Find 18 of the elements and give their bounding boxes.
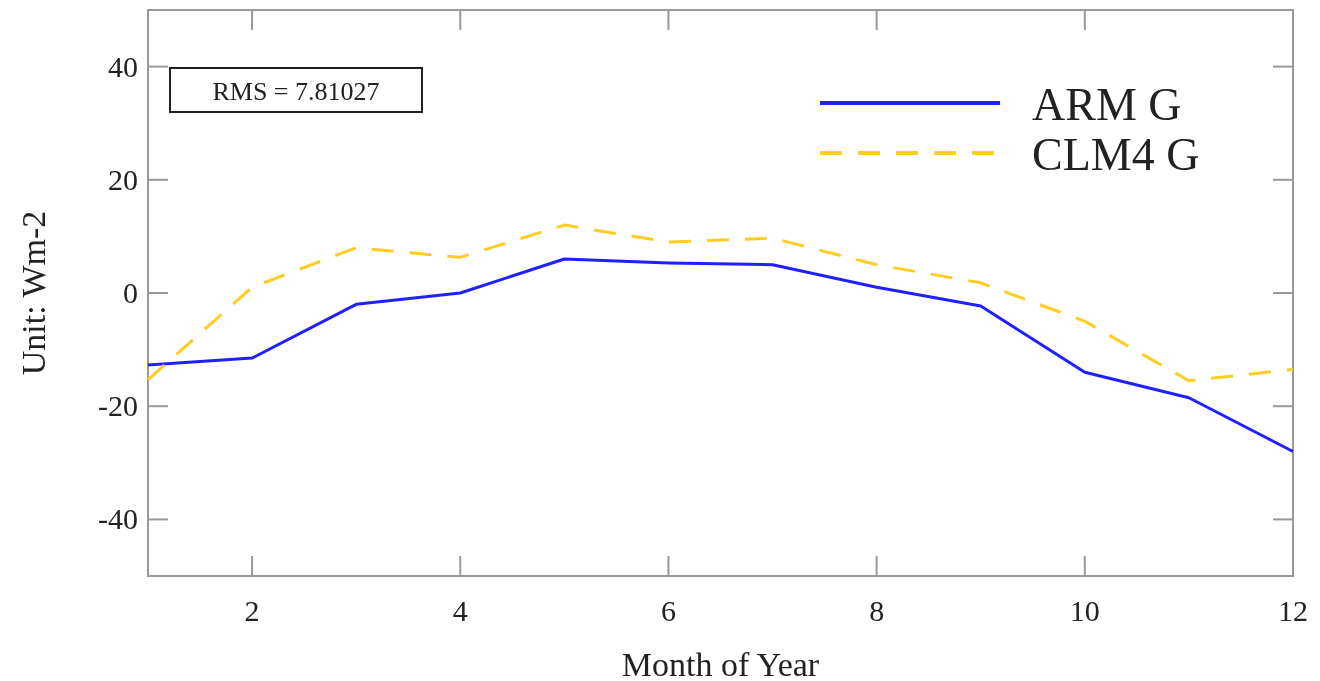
y-tick-label: -20: [98, 389, 138, 423]
legend-label: ARM G: [1032, 79, 1182, 130]
x-tick-label: 12: [1278, 594, 1308, 627]
legend-label: CLM4 G: [1032, 129, 1200, 180]
y-tick-label: 40: [108, 49, 138, 83]
y-tick-label: -40: [98, 502, 138, 536]
x-tick-label: 2: [244, 594, 260, 627]
y-tick-label: 0: [123, 276, 138, 309]
y-tick-label: 20: [108, 162, 138, 196]
x-tick-label: 6: [660, 594, 676, 627]
annotation: RMS = 7.81027: [212, 77, 380, 106]
y-axis-title: Unit: Wm-2: [15, 210, 52, 376]
x-tick-label: 4: [452, 594, 468, 627]
line-series: [146, 257, 1295, 453]
line-series: [146, 223, 1295, 383]
x-tick-label: 10: [1069, 594, 1100, 627]
x-axis-title: Month of Year: [621, 646, 820, 681]
x-tick-label: 8: [869, 594, 885, 627]
